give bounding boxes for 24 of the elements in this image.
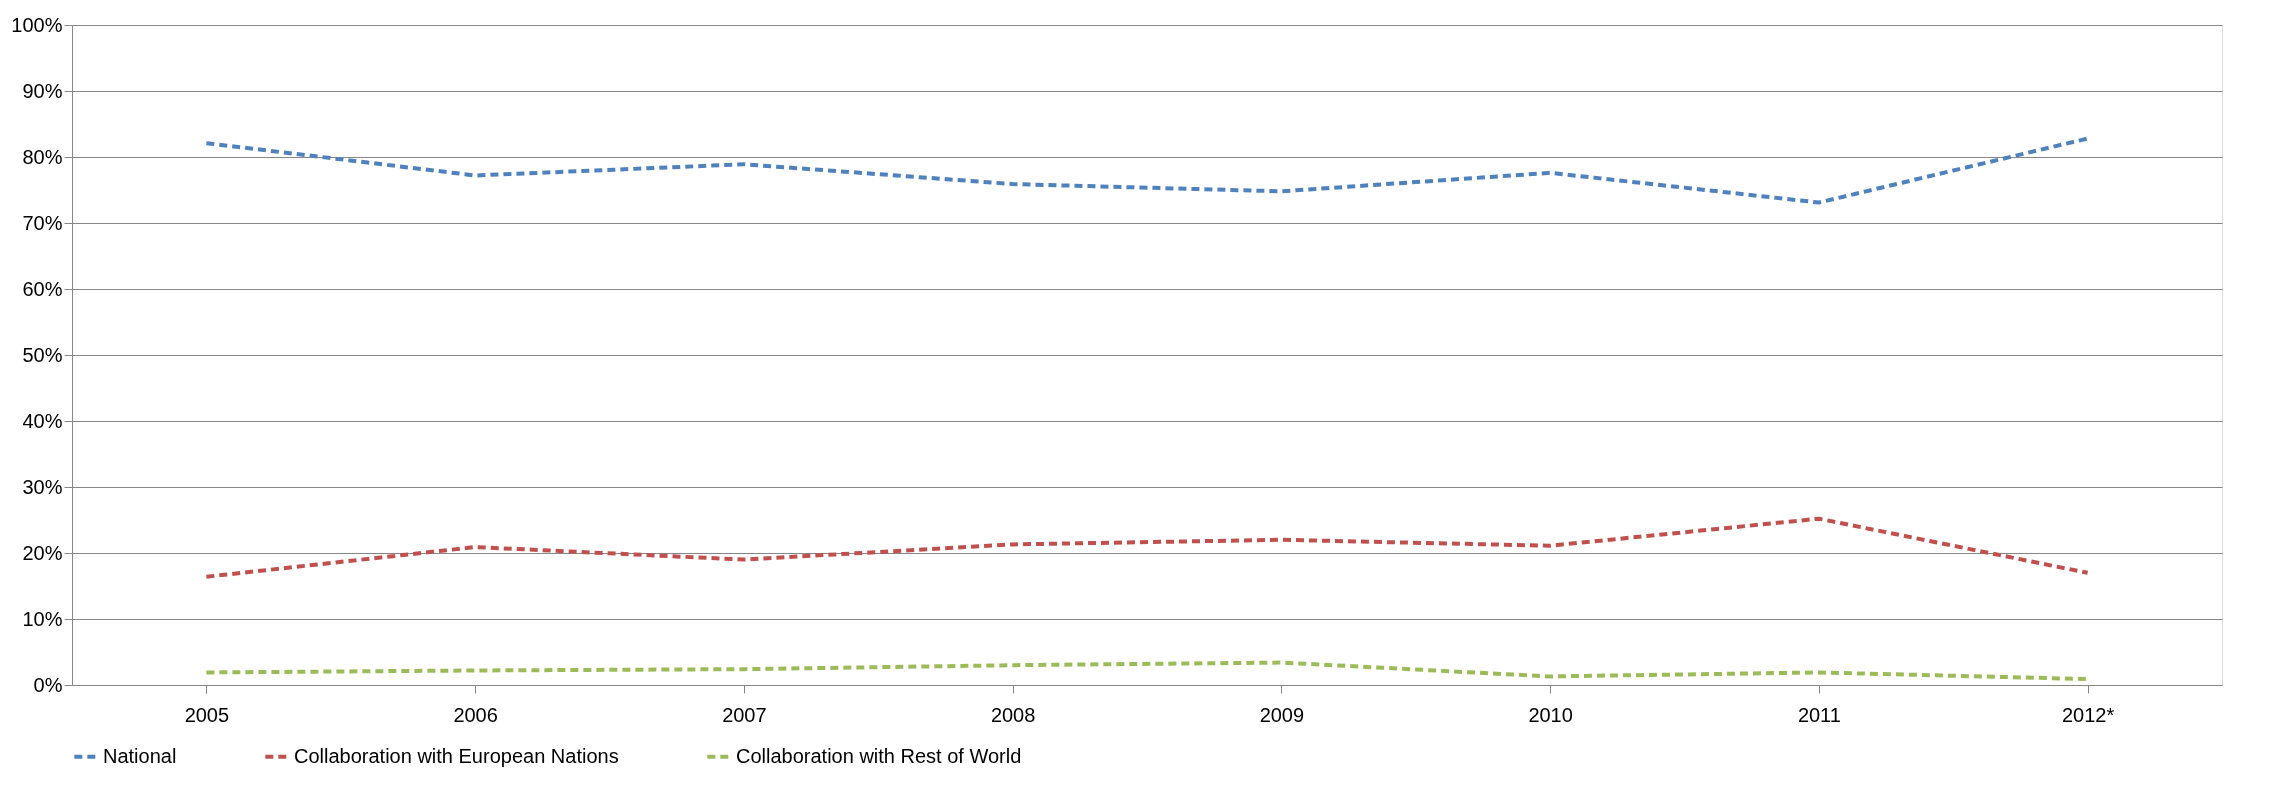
y-tick-label: 80% bbox=[22, 145, 63, 168]
y-tick-label: 10% bbox=[22, 607, 63, 630]
y-tick-label: 0% bbox=[33, 673, 63, 696]
y-tick-label: 30% bbox=[22, 475, 63, 498]
y-tick-label: 50% bbox=[22, 343, 63, 366]
x-tick-label: 2005 bbox=[184, 703, 230, 726]
line-series bbox=[204, 136, 2090, 205]
x-tick-label: 2012* bbox=[2061, 703, 2115, 726]
x-tick-label: 2011 bbox=[1797, 703, 1841, 726]
legend-label: Collaboration with European Nations bbox=[294, 744, 619, 767]
y-tick-label: 90% bbox=[22, 79, 63, 102]
y-tick-label: 100% bbox=[11, 13, 63, 36]
y-tick-label: 40% bbox=[22, 409, 63, 432]
x-tick-label: 2009 bbox=[1259, 703, 1305, 726]
x-tick-label: 2008 bbox=[990, 703, 1036, 726]
line-series bbox=[204, 516, 2090, 579]
y-tick-label: 20% bbox=[22, 541, 63, 564]
legend-label: Collaboration with Rest of World bbox=[736, 744, 1022, 767]
x-tick-label: 2010 bbox=[1528, 703, 1573, 726]
y-tick-label: 60% bbox=[22, 277, 63, 300]
y-tick-label: 70% bbox=[22, 211, 63, 234]
legend-label: National bbox=[103, 744, 177, 767]
x-tick-label: 2006 bbox=[453, 703, 498, 726]
x-tick-label: 2007 bbox=[722, 703, 767, 726]
